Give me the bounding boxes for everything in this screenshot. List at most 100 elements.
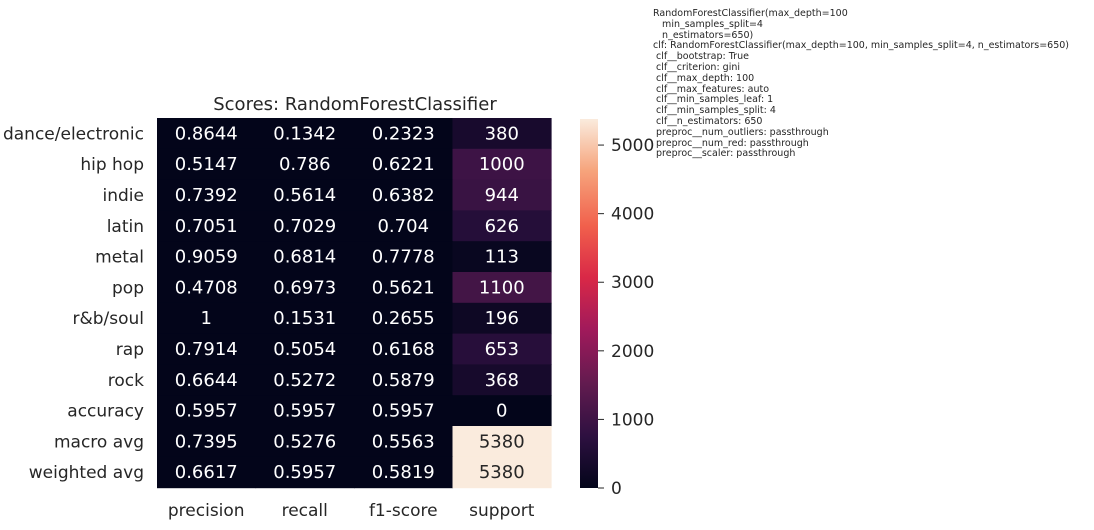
heatmap-cell <box>452 333 552 365</box>
cell-value-label: 0.5614 <box>273 185 336 206</box>
cell-value-label: 0.5957 <box>273 401 336 422</box>
cell-value-label: 0.5621 <box>372 277 435 298</box>
row-label: macro avg <box>54 432 144 452</box>
colorbar-tick-label: 2000 <box>611 342 654 362</box>
cell-value-label: 0.8644 <box>175 123 238 144</box>
heatmap-cell <box>255 302 355 335</box>
cell-value-label: 0.1342 <box>273 123 336 144</box>
heatmap-cell <box>354 148 454 181</box>
heatmap-cell <box>354 333 454 365</box>
cell-value-label: 626 <box>485 216 519 237</box>
cell-value-label: 0.7914 <box>175 339 238 360</box>
param-line: preproc__num_red: passthrough <box>653 137 809 149</box>
heatmap-cell <box>255 179 355 211</box>
heatmap-cell <box>157 302 257 335</box>
heatmap-cell <box>354 210 454 242</box>
param-line: preproc__num_outliers: passthrough <box>653 126 829 138</box>
heatmap-cell <box>255 272 355 304</box>
heatmap-cell <box>354 272 454 304</box>
cell-value-label: 0.2655 <box>372 308 435 329</box>
heatmap-cell <box>255 210 355 242</box>
heatmap-cell <box>255 395 355 427</box>
chart-title: Scores: RandomForestClassifier <box>213 94 497 115</box>
heatmap-cell <box>157 118 257 150</box>
cell-value-label: 0.7051 <box>175 216 238 237</box>
cell-value-label: 0.5819 <box>372 462 435 483</box>
cell-value-label: 1000 <box>479 154 525 175</box>
heatmap-cell <box>157 333 257 365</box>
param-line: clf__criterion: gini <box>653 61 740 73</box>
heatmap-cell <box>255 456 355 489</box>
row-label: indie <box>103 186 144 206</box>
cell-value-label: 0.6617 <box>175 462 238 483</box>
column-label: recall <box>282 501 328 521</box>
colorbar-tick-label: 0 <box>611 479 622 499</box>
heatmap-cell <box>255 148 355 181</box>
colorbar-tick-label: 5000 <box>611 136 654 156</box>
heatmap-cell <box>452 456 552 489</box>
heatmap-cell <box>452 272 552 304</box>
row-label: rock <box>108 371 144 391</box>
heatmap-cell <box>157 395 257 427</box>
colorbar-tick-label: 4000 <box>611 205 654 225</box>
cell-value-label: 0.6814 <box>273 247 336 268</box>
heatmap-cell <box>354 179 454 211</box>
row-label: latin <box>107 217 144 237</box>
heatmap-cell <box>354 241 454 273</box>
cell-value-label: 0.7395 <box>175 431 238 452</box>
param-line: clf__bootstrap: True <box>653 51 749 63</box>
heatmap-cell <box>157 179 257 211</box>
row-label: hip hop <box>80 155 144 175</box>
cell-value-label: 113 <box>485 247 519 268</box>
cell-value-label: 0.5957 <box>372 401 435 422</box>
param-line: clf__min_samples_leaf: 1 <box>653 94 774 106</box>
heatmap-cell <box>157 148 257 181</box>
row-label: pop <box>112 278 144 298</box>
row-label: r&b/soul <box>72 309 144 329</box>
heatmap-cell <box>255 118 355 150</box>
column-label: precision <box>168 501 245 521</box>
heatmap-cell <box>452 364 552 396</box>
heatmap-cell <box>157 426 257 458</box>
cell-value-label: 0.5563 <box>372 431 435 452</box>
param-line: clf: RandomForestClassifier(max_depth=10… <box>653 40 1070 52</box>
cell-value-label: 0.7778 <box>372 247 435 268</box>
cell-value-label: 0.786 <box>279 154 331 175</box>
cell-value-label: 1100 <box>479 277 525 298</box>
heatmap-cell <box>157 272 257 304</box>
param-line: min_samples_split=4 <box>653 18 763 30</box>
row-label: weighted avg <box>29 463 144 483</box>
cell-value-label: 0.6221 <box>372 154 435 175</box>
cell-value-label: 0.5957 <box>273 462 336 483</box>
heatmap-cell <box>452 118 552 150</box>
param-line: n_estimators=650) <box>653 29 754 41</box>
cell-value-label: 196 <box>485 308 519 329</box>
cell-value-label: 0 <box>496 401 507 422</box>
heatmap-cell <box>157 210 257 242</box>
column-label: f1-score <box>369 501 438 521</box>
cell-value-label: 0.5272 <box>273 370 336 391</box>
heatmap-cell <box>452 302 552 335</box>
column-label: support <box>469 501 535 521</box>
cell-value-label: 0.5147 <box>175 154 238 175</box>
row-label: accuracy <box>67 402 144 422</box>
cell-value-label: 0.6644 <box>175 370 238 391</box>
heatmap-cell <box>452 241 552 273</box>
heatmap-cell <box>255 426 355 458</box>
cell-value-label: 380 <box>485 123 519 144</box>
heatmap-cell <box>354 302 454 335</box>
param-line: clf__min_samples_split: 4 <box>653 105 776 117</box>
cell-value-label: 0.6382 <box>372 185 435 206</box>
heatmap-cell <box>452 148 552 181</box>
param-line: clf__n_estimators: 650 <box>653 115 763 127</box>
param-line: preproc__scaler: passthrough <box>653 148 796 160</box>
cell-value-label: 944 <box>485 185 519 206</box>
cell-value-label: 0.6168 <box>372 339 435 360</box>
cell-value-label: 0.4708 <box>175 277 238 298</box>
cell-value-label: 1 <box>201 308 212 329</box>
heatmap-cell <box>354 426 454 458</box>
heatmap-cell <box>157 364 257 396</box>
cell-value-label: 0.5879 <box>372 370 435 391</box>
cell-value-label: 653 <box>485 339 519 360</box>
